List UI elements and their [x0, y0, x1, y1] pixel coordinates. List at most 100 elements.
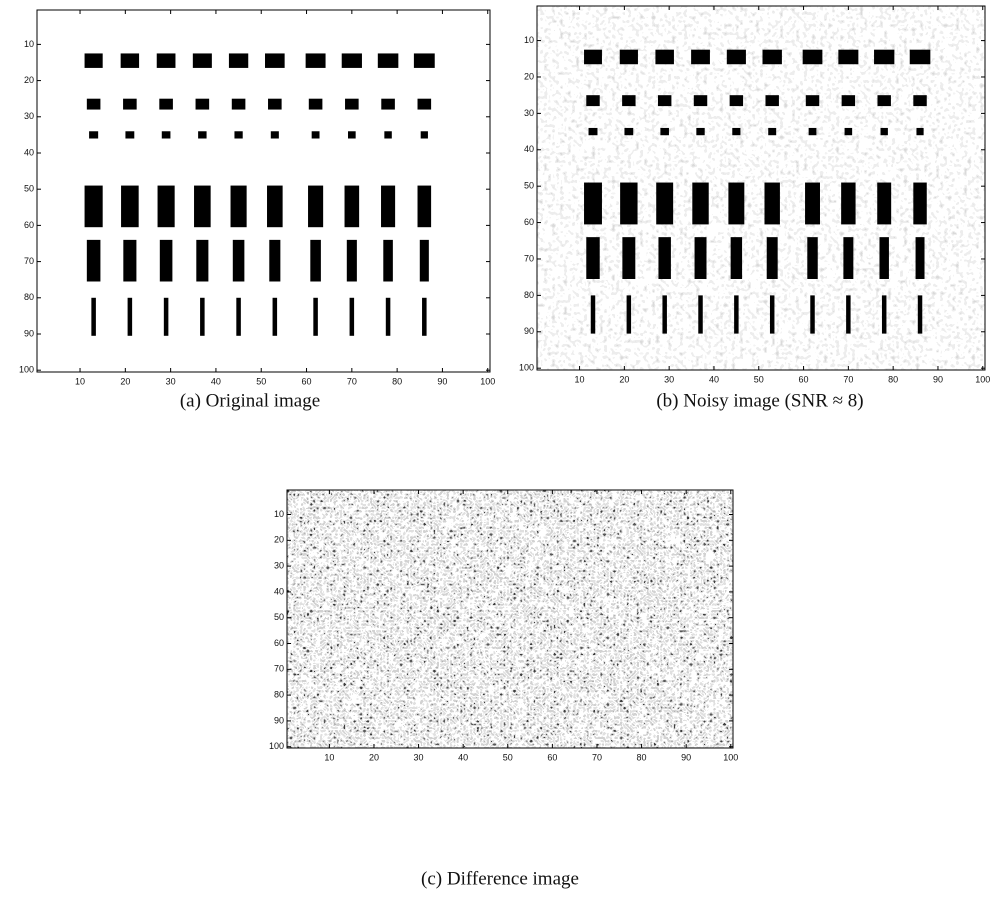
- image-block: [123, 240, 136, 282]
- y-tick-label: 20: [524, 71, 534, 81]
- image-block: [877, 183, 891, 225]
- image-block: [589, 128, 598, 135]
- y-tick-label: 10: [24, 39, 34, 49]
- image-block: [620, 50, 638, 65]
- y-tick-label: 20: [24, 75, 34, 85]
- image-block: [881, 128, 888, 135]
- image-block: [198, 131, 206, 138]
- y-tick-label: 70: [524, 253, 534, 263]
- image-block: [655, 50, 674, 65]
- image-block: [913, 183, 926, 225]
- image-block: [696, 128, 704, 135]
- image-block: [348, 131, 356, 138]
- image-block: [622, 237, 635, 279]
- image-block: [803, 50, 823, 65]
- x-tick-label: 100: [480, 376, 495, 386]
- x-tick-label: 60: [302, 376, 312, 386]
- image-block: [658, 237, 670, 279]
- x-tick-label: 10: [575, 374, 585, 384]
- image-block: [765, 95, 778, 106]
- x-tick-label: 70: [592, 752, 602, 762]
- image-block: [234, 131, 242, 138]
- image-block: [584, 50, 602, 65]
- y-tick-label: 50: [24, 184, 34, 194]
- image-block: [845, 128, 853, 135]
- x-tick-label: 60: [547, 752, 557, 762]
- x-tick-label: 10: [75, 376, 85, 386]
- figure-caption: (c) Difference image: [421, 868, 579, 889]
- figure-page: 1020304050607080901001020304050607080901…: [0, 0, 1001, 917]
- image-block: [734, 295, 738, 333]
- image-block: [193, 53, 212, 67]
- x-tick-label: 30: [166, 376, 176, 386]
- image-block: [194, 186, 211, 228]
- image-block: [731, 237, 742, 279]
- image-block: [591, 295, 595, 333]
- image-block: [162, 131, 171, 138]
- image-block: [620, 183, 637, 225]
- image-block: [879, 237, 888, 279]
- image-block: [692, 183, 708, 225]
- x-tick-label: 30: [414, 752, 424, 762]
- image-block: [265, 53, 285, 67]
- x-tick-label: 70: [347, 376, 357, 386]
- y-tick-label: 80: [524, 290, 534, 300]
- x-tick-label: 50: [256, 376, 266, 386]
- image-block: [622, 95, 635, 106]
- image-block: [229, 53, 248, 67]
- image-block: [916, 128, 923, 135]
- image-block: [627, 295, 631, 333]
- y-tick-label: 80: [274, 689, 284, 699]
- x-tick-label: 30: [664, 374, 674, 384]
- x-tick-label: 80: [392, 376, 402, 386]
- y-tick-label: 70: [24, 256, 34, 266]
- image-block: [810, 295, 814, 333]
- image-block: [762, 50, 781, 65]
- image-block: [764, 183, 779, 225]
- x-tick-label: 80: [888, 374, 898, 384]
- image-block: [347, 240, 357, 282]
- image-block: [157, 53, 176, 67]
- image-block: [312, 131, 320, 138]
- image-block: [384, 131, 391, 138]
- x-tick-label: 100: [723, 752, 738, 762]
- x-tick-label: 80: [637, 752, 647, 762]
- y-tick-label: 90: [524, 326, 534, 336]
- y-tick-label: 50: [524, 181, 534, 191]
- image-block: [306, 53, 326, 67]
- x-tick-label: 50: [754, 374, 764, 384]
- image-block: [268, 99, 282, 110]
- image-block: [918, 295, 922, 333]
- image-block: [196, 240, 208, 282]
- image-block: [809, 128, 817, 135]
- x-tick-label: 40: [709, 374, 719, 384]
- image-block: [164, 298, 169, 336]
- image-block: [309, 99, 323, 110]
- image-block: [882, 295, 886, 333]
- image-block: [421, 131, 428, 138]
- image-block: [658, 95, 671, 106]
- image-block: [768, 128, 776, 135]
- image-block: [342, 53, 362, 67]
- image-block: [767, 237, 778, 279]
- x-tick-label: 20: [369, 752, 379, 762]
- x-tick-label: 10: [324, 752, 334, 762]
- image-block: [586, 95, 599, 106]
- image-block: [584, 183, 602, 225]
- image-block: [350, 298, 355, 336]
- image-block: [418, 99, 432, 110]
- y-tick-label: 100: [19, 365, 34, 375]
- image-block: [87, 240, 101, 282]
- y-tick-label: 10: [524, 35, 534, 45]
- image-block: [846, 295, 850, 333]
- image-block: [159, 99, 173, 110]
- image-block: [269, 240, 280, 282]
- image-block: [656, 183, 673, 225]
- y-tick-label: 60: [524, 217, 534, 227]
- image-block: [232, 99, 246, 110]
- image-block: [158, 186, 175, 228]
- y-tick-label: 40: [274, 586, 284, 596]
- image-block: [843, 237, 853, 279]
- image-block: [271, 131, 279, 138]
- image-block: [91, 298, 96, 336]
